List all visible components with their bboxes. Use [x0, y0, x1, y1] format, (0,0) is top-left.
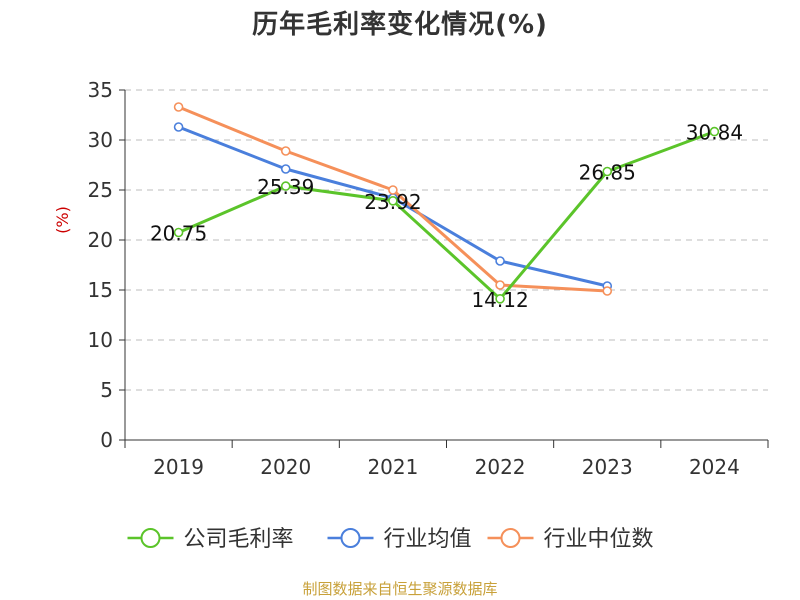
y-tick-label: 35 [88, 78, 113, 102]
source-note: 制图数据来自恒生聚源数据库 [302, 580, 498, 598]
axes: 0 5 10 15 20 25 30 35 2019 2020 2021 2022 2023 2024 (%… [53, 78, 769, 479]
legend-item[interactable]: 公司毛利率 [127, 527, 294, 552]
legend-swatch-marker [140, 528, 161, 548]
legend: 公司毛利率 行业均值 行业中位数 [127, 527, 654, 552]
legend-label: 公司毛利率 [184, 527, 294, 552]
data-point [280, 181, 291, 191]
legend-label: 行业均值 [384, 527, 472, 552]
data-point [495, 280, 505, 290]
y-tick-label: 0 [100, 428, 113, 452]
legend-item[interactable]: 行业均值 [327, 527, 472, 552]
grid-lines [125, 89, 768, 391]
data-point [602, 166, 613, 177]
x-tick-label: 2023 [582, 455, 633, 479]
data-point [709, 126, 720, 137]
y-tick-label: 25 [88, 178, 113, 202]
data-point [280, 146, 291, 156]
data-point [173, 227, 184, 238]
data-label: 25.39 [257, 175, 314, 199]
legend-item[interactable]: 行业中位数 [487, 527, 654, 552]
data-point [495, 256, 505, 266]
data-label: 26.85 [579, 161, 636, 185]
line-chart: 0 5 10 15 20 25 30 35 2019 2020 2021 2022 2023 2024 (%… [53, 78, 769, 552]
y-tick-label: 10 [88, 328, 113, 352]
data-labels: 20.75 25.39 23.92 14.12 26.85 30.84 [150, 121, 743, 312]
x-tick-label: 2020 [260, 455, 311, 479]
legend-swatch-marker [500, 528, 521, 548]
legend-label: 行业中位数 [544, 527, 654, 552]
data-label: 14.12 [471, 288, 528, 312]
data-point [173, 102, 184, 112]
series-lines [173, 102, 720, 304]
x-tick-label: 2024 [689, 455, 740, 479]
data-point [388, 196, 398, 206]
legend-swatch-marker [340, 528, 361, 548]
data-label: 30.84 [686, 121, 743, 145]
x-tick-label: 2019 [153, 455, 204, 479]
data-label: 20.75 [150, 222, 207, 246]
data-point [602, 286, 613, 296]
data-point [495, 293, 505, 304]
y-tick-label: 20 [88, 228, 113, 252]
y-tick-label: 15 [88, 278, 113, 302]
chart-title: 历年毛利率变化情况(%) [252, 10, 548, 40]
series-line [177, 130, 716, 301]
x-tick-label: 2022 [475, 455, 526, 479]
x-tick-label: 2021 [367, 455, 418, 479]
y-tick-label: 30 [88, 128, 113, 152]
y-tick-label: 5 [100, 378, 113, 402]
data-point [280, 164, 291, 174]
y-axis-label: (%) [53, 206, 72, 234]
data-point [388, 185, 398, 195]
data-label: 23.92 [364, 190, 421, 214]
data-point [173, 122, 184, 132]
